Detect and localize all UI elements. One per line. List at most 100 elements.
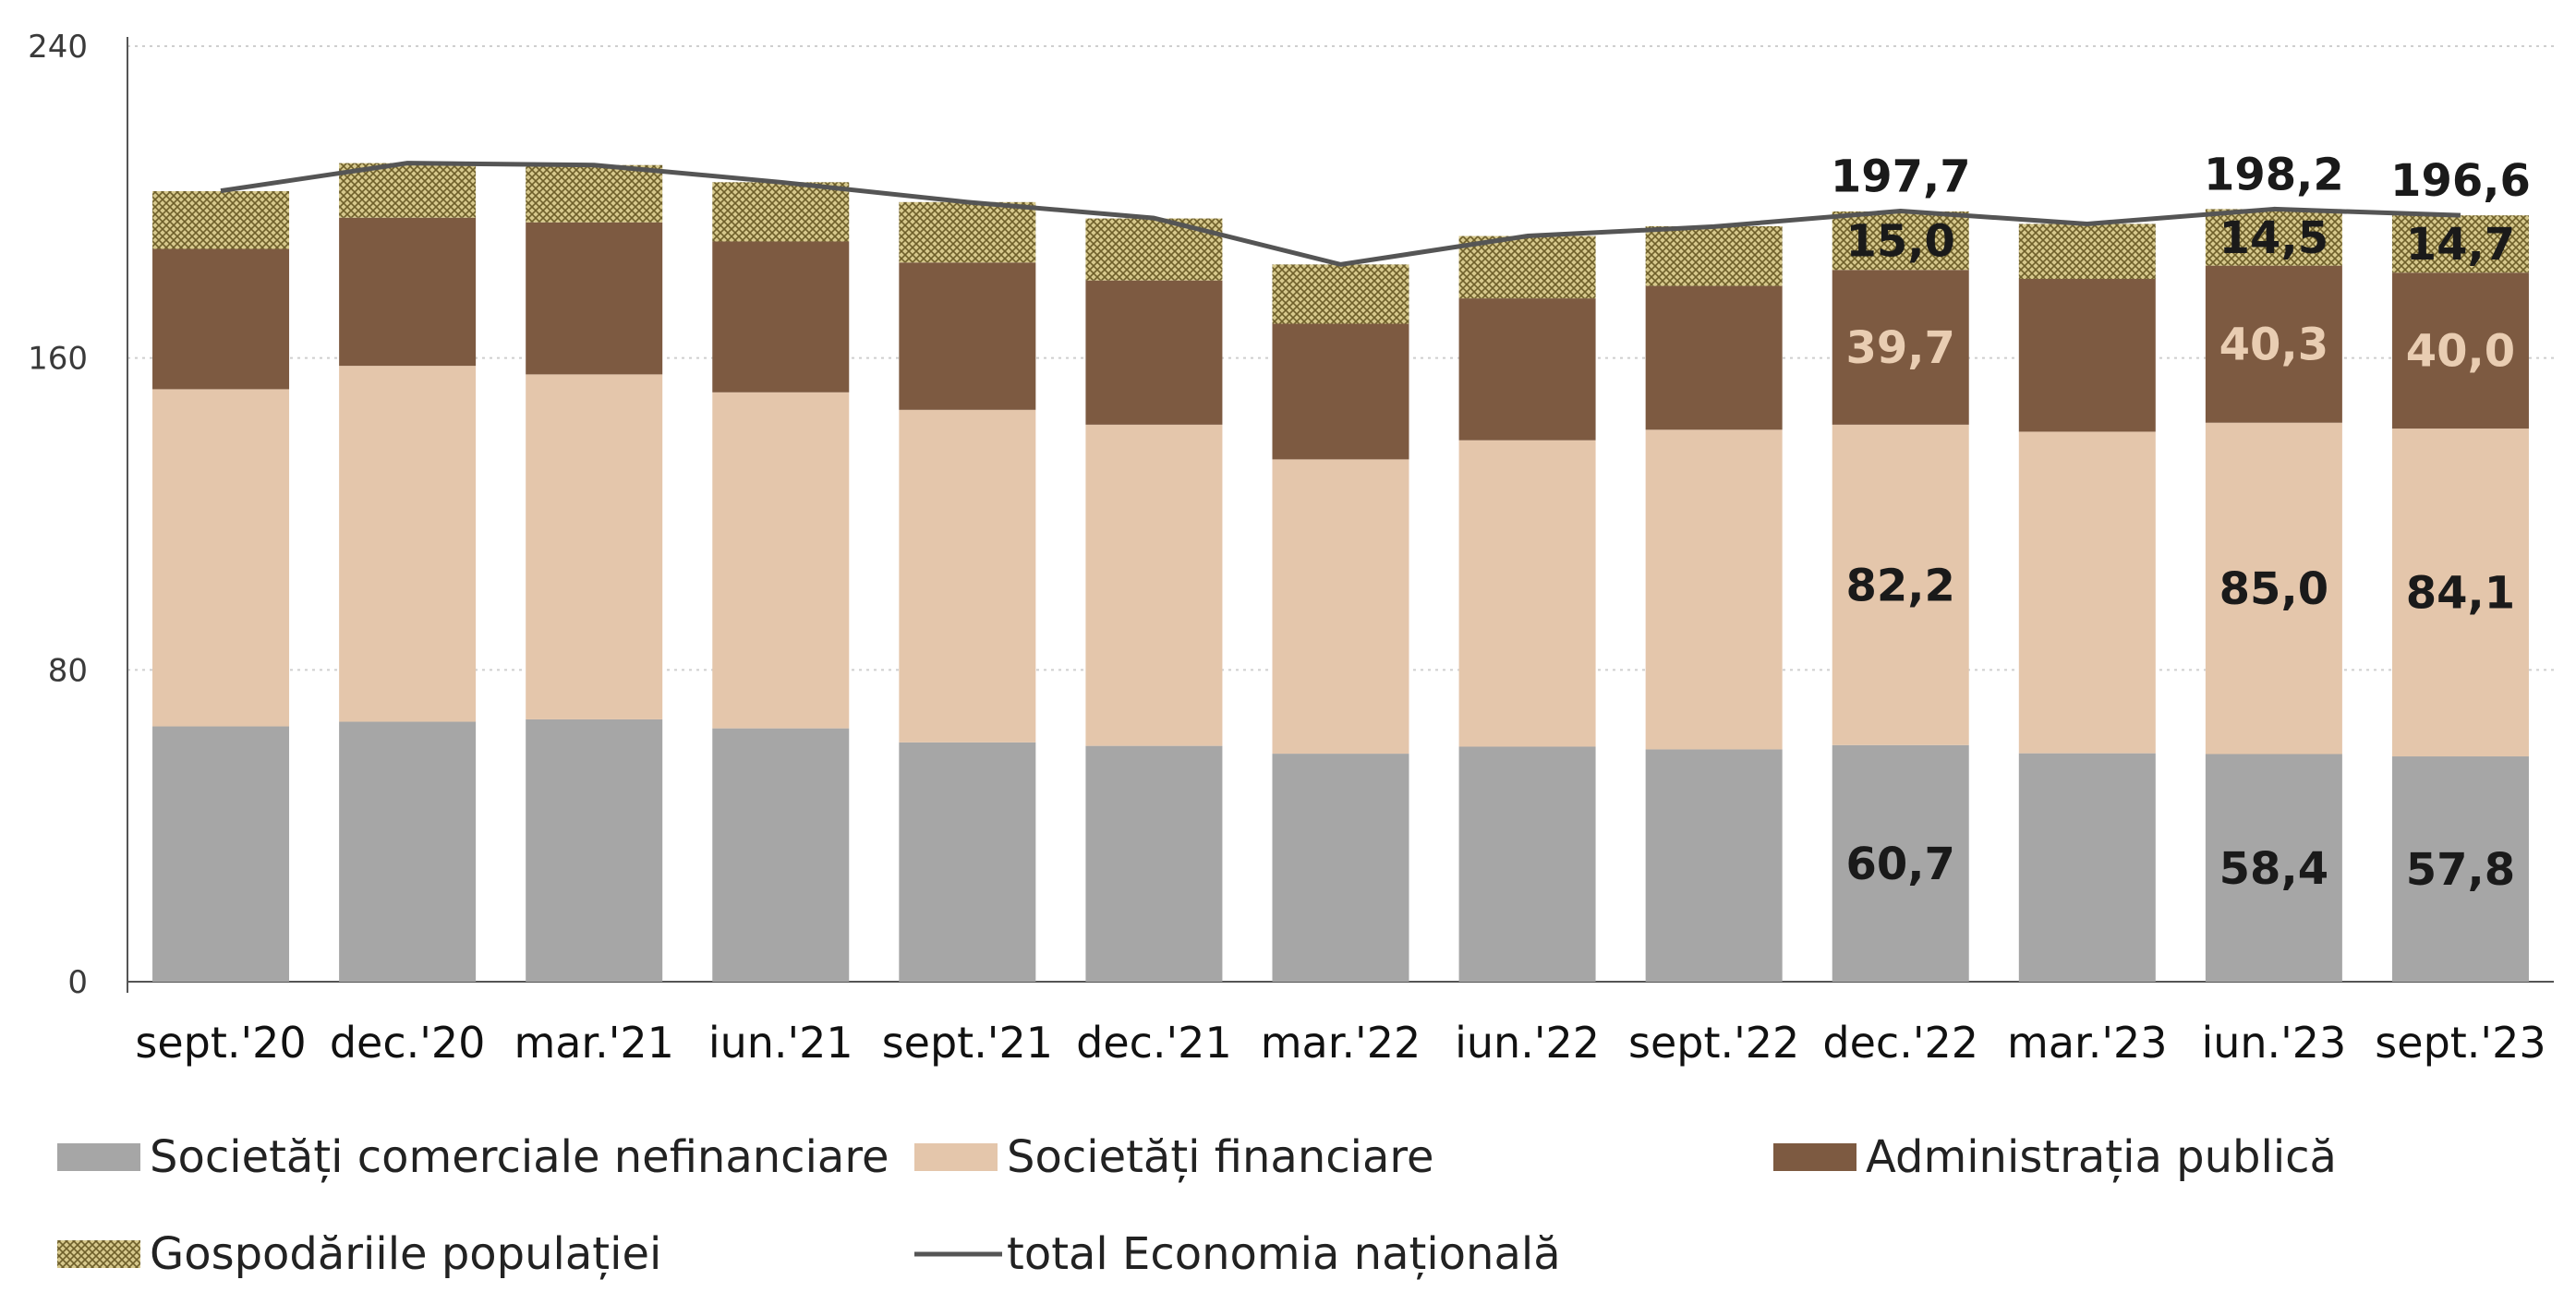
bar-segment: [526, 718, 663, 982]
x-tick-label: sept.'21: [882, 1018, 1053, 1068]
data-label: 84,1: [2406, 568, 2515, 620]
x-tick-label: iun.'21: [708, 1018, 853, 1068]
bar-segment: [1272, 323, 1409, 460]
bar-segment: [2018, 223, 2156, 279]
bars: [152, 163, 2529, 982]
data-label: 198,2: [2204, 149, 2344, 200]
bar-segment: [712, 241, 850, 392]
legend-swatch: [57, 1240, 140, 1268]
data-label: 60,7: [1846, 839, 1955, 890]
bar-segment: [1832, 270, 1969, 425]
bar-segment: [712, 182, 850, 242]
bar-segment: [1645, 285, 1783, 430]
bar-segment: [1458, 440, 1596, 747]
bar-segment: [1458, 298, 1596, 441]
data-label: 82,2: [1846, 560, 1955, 611]
data-label: 14,5: [2219, 212, 2328, 264]
bar-segment: [1272, 754, 1409, 982]
x-tick-label: mar.'22: [1261, 1018, 1421, 1068]
x-tick-label: dec.'21: [1076, 1018, 1232, 1068]
bar-segment: [2018, 278, 2156, 432]
bar-segment: [899, 409, 1036, 743]
data-label: 57,8: [2406, 844, 2515, 896]
bar-segment: [712, 392, 850, 729]
bar-segment: [1458, 746, 1596, 982]
bar-segment: [1645, 226, 1783, 286]
bar-segment: [1085, 280, 1223, 425]
data-label: 197,7: [1831, 151, 1971, 203]
bar-segment: [2205, 422, 2342, 755]
bar-segment: [2205, 209, 2342, 266]
bar-segment: [1272, 264, 1409, 324]
x-tick-label: dec.'22: [1822, 1018, 1978, 1068]
y-axis-ticks: 0 80 160 240: [28, 29, 88, 1001]
bar-segment: [1645, 749, 1783, 982]
bar-segment: [2018, 753, 2156, 982]
data-label: 15,0: [1846, 216, 1955, 268]
bar-segment: [2018, 431, 2156, 754]
x-tick-label: mar.'21: [514, 1018, 674, 1068]
legend: Societăți comerciale nefinanciare Societă…: [57, 1131, 2337, 1280]
x-axis-ticks: sept.'20 dec.'20 mar.'21 iun.'21 sept.'21 dec…: [135, 1018, 2546, 1068]
legend-label: Gospodăriile populației: [150, 1228, 661, 1280]
data-label: 40,3: [2219, 320, 2328, 371]
x-tick-label: sept.'20: [135, 1018, 306, 1068]
data-label: 40,0: [2406, 326, 2515, 378]
data-label: 58,4: [2219, 843, 2328, 895]
bar-segment: [712, 728, 850, 982]
bar-segment: [2391, 756, 2529, 982]
bar-segment: [1645, 429, 1783, 750]
legend-swatch: [1773, 1143, 1856, 1171]
bar-segment: [1085, 424, 1223, 746]
bar-segment: [526, 164, 663, 223]
y-tick-label: 0: [67, 964, 88, 1001]
bar-segment: [152, 191, 290, 249]
bar-segment: [2391, 272, 2529, 429]
bar-segment: [526, 222, 663, 375]
total-line: [220, 161, 2461, 267]
bar-segment: [2391, 429, 2529, 757]
x-tick-label: dec.'20: [330, 1018, 486, 1068]
bar-segment: [526, 374, 663, 719]
bar-segment: [899, 262, 1036, 410]
bar-segment: [1832, 211, 1969, 271]
data-label: 85,0: [2219, 563, 2328, 615]
bar-segment: [1458, 235, 1596, 299]
data-label: 196,6: [2390, 155, 2531, 207]
x-tick-label: mar.'23: [2007, 1018, 2168, 1068]
bar-segment: [2205, 265, 2342, 423]
bar-segment: [1085, 745, 1223, 982]
bar-segment: [1832, 424, 1969, 745]
bar-segment: [1832, 744, 1969, 982]
total-line-path: [220, 161, 2461, 267]
bar-segment: [2205, 754, 2342, 982]
y-tick-label: 160: [28, 341, 88, 378]
bar-segment: [339, 366, 477, 722]
legend-label: total Economia națională: [1007, 1228, 1561, 1280]
x-tick-label: iun.'22: [1455, 1018, 1600, 1068]
x-tick-label: sept.'23: [2375, 1018, 2546, 1068]
data-labels: 60,7 82,2 39,7 15,0 197,7 58,4 85,0 40,3 14,5 198…: [1831, 149, 2531, 896]
bar-segment: [152, 389, 290, 727]
legend-swatch: [57, 1143, 140, 1171]
bar-segment: [339, 217, 477, 367]
data-label: 14,7: [2406, 219, 2515, 271]
legend-label: Societăți financiare: [1007, 1131, 1434, 1183]
bar-segment: [1272, 459, 1409, 755]
bar-segment: [339, 163, 477, 218]
y-tick-label: 80: [48, 652, 88, 689]
bar-segment: [339, 721, 477, 982]
bar-segment: [152, 248, 290, 390]
x-tick-label: sept.'22: [1628, 1018, 1799, 1068]
legend-swatch: [914, 1143, 998, 1171]
bar-segment: [152, 726, 290, 982]
bar-segment: [2391, 215, 2529, 273]
y-tick-label: 240: [28, 29, 88, 66]
x-tick-label: iun.'23: [2201, 1018, 2346, 1068]
bar-segment: [899, 742, 1036, 982]
legend-label: Administrația publică: [1866, 1131, 2337, 1183]
bar-segment: [899, 201, 1036, 263]
data-label: 39,7: [1846, 322, 1955, 374]
legend-label: Societăți comerciale nefinanciare: [150, 1131, 889, 1183]
